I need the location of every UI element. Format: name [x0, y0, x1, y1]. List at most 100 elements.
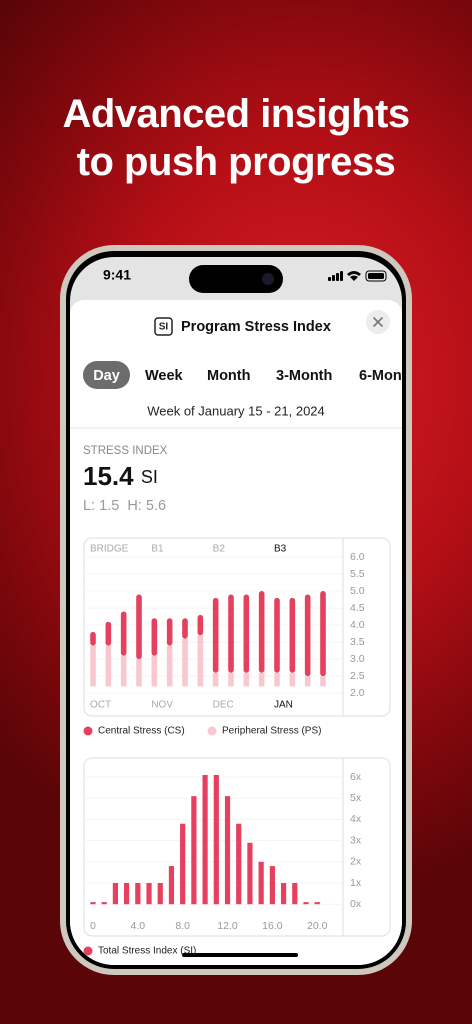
- month-label: DEC: [213, 700, 234, 711]
- tab[interactable]: Day: [93, 368, 120, 384]
- range-bar: [166, 645, 173, 687]
- bar: [90, 902, 96, 905]
- range-bar: [228, 594, 234, 673]
- bar: [303, 902, 309, 905]
- range-bar: [258, 591, 265, 673]
- x-tick-label: 0: [90, 920, 96, 932]
- y-tick-label: 4.5: [350, 602, 365, 614]
- x-tick-label: 4.0: [131, 920, 146, 932]
- y-tick-label: 4x: [350, 813, 362, 825]
- tab[interactable]: Week: [145, 368, 184, 384]
- range-bar: [182, 618, 188, 639]
- bar: [224, 796, 231, 905]
- y-tick-label: 6x: [350, 771, 362, 783]
- range-bar: [243, 672, 250, 687]
- month-label: OCT: [90, 700, 111, 711]
- range-bar: [90, 645, 96, 687]
- x-tick-label: 12.0: [217, 920, 238, 932]
- summary-range: L: 1.5 H: 5.6: [83, 498, 166, 514]
- bar: [146, 883, 152, 905]
- x-tick-label: 8.0: [175, 920, 190, 932]
- range-bar: [258, 672, 265, 687]
- high-label: H:: [127, 498, 142, 514]
- y-tick-label: 2.5: [350, 670, 365, 682]
- close-icon: [372, 316, 384, 328]
- range-bar: [120, 611, 127, 656]
- bar: [292, 883, 298, 905]
- tab[interactable]: 3-Month: [276, 368, 332, 384]
- home-indicator: [182, 953, 298, 957]
- range-bar: [166, 618, 173, 646]
- chart-frame: [83, 757, 391, 937]
- y-tick-label: 4.0: [350, 619, 365, 631]
- legend-label: Peripheral Stress (PS): [222, 726, 321, 737]
- bar: [258, 861, 264, 905]
- screen-canvas: 9:41 SI Program Stress Index Day Week Mo…: [70, 265, 402, 965]
- range-bar: [136, 594, 142, 660]
- y-tick-label: 6.0: [350, 551, 365, 563]
- legend-swatch: [207, 726, 217, 736]
- range-bar: [151, 655, 158, 687]
- range-bar: [228, 672, 234, 687]
- month-label: NOV: [151, 700, 173, 711]
- legend-swatch: [83, 726, 93, 736]
- bar: [191, 796, 197, 905]
- range-bar: [289, 597, 296, 673]
- legend-label: Total Stress Index (SI): [98, 946, 196, 957]
- legend-label: Central Stress (CS): [98, 726, 185, 737]
- bar: [112, 883, 118, 905]
- y-tick-label: 0x: [350, 898, 362, 910]
- bar: [124, 883, 130, 905]
- y-tick-label: 2x: [350, 856, 362, 868]
- chart-frame: [83, 537, 391, 717]
- bar: [180, 823, 186, 905]
- dynamic-island: [189, 265, 283, 293]
- bar: [213, 774, 219, 905]
- camera: [262, 273, 274, 285]
- bar: [202, 774, 208, 905]
- range-bar: [105, 645, 112, 687]
- range-bar: [120, 655, 127, 687]
- sheet-icon: [154, 317, 173, 336]
- tab[interactable]: 6-Month: [359, 368, 402, 384]
- bar: [314, 902, 320, 905]
- summary-unit: SI: [141, 467, 158, 487]
- range-bar: [289, 672, 296, 687]
- y-tick-label: 1x: [350, 877, 362, 889]
- range-bar: [320, 591, 326, 677]
- bar: [168, 866, 175, 905]
- tab-selected: [83, 361, 130, 389]
- headline: Advanced insights: [62, 92, 410, 136]
- phase-label: BRIDGE: [90, 544, 129, 555]
- sheet-icon-text: SI: [159, 322, 169, 333]
- range-bar: [197, 614, 204, 636]
- range-bar: [274, 672, 280, 687]
- y-tick-label: 3.0: [350, 653, 365, 665]
- status-time: 9:41: [103, 267, 131, 283]
- range-bar: [243, 594, 250, 673]
- y-tick-label: 5.5: [350, 568, 365, 580]
- sheet-title: Program Stress Index: [181, 319, 331, 335]
- bar: [280, 883, 287, 905]
- x-tick-label: 16.0: [262, 920, 283, 932]
- legend-swatch: [83, 946, 93, 956]
- range-bar: [182, 638, 188, 687]
- bar: [236, 823, 242, 905]
- range-bar: [90, 631, 96, 646]
- summary-value: 15.4: [83, 461, 134, 491]
- range-bar: [274, 597, 280, 673]
- status-icons: [328, 270, 387, 282]
- low-label: L:: [83, 498, 95, 514]
- date-range: Week of January 15 - 21, 2024: [147, 403, 325, 418]
- tab[interactable]: Month: [207, 368, 250, 384]
- y-tick-label: 3x: [350, 834, 362, 846]
- headline: to push progress: [76, 140, 396, 184]
- bar: [247, 842, 253, 905]
- range-bar: [320, 676, 326, 687]
- y-tick-label: 2.0: [350, 687, 365, 699]
- x-tick-label: 20.0: [307, 920, 328, 932]
- high-value: 5.6: [146, 498, 166, 514]
- range-bar: [151, 618, 158, 656]
- range-bar: [212, 672, 219, 687]
